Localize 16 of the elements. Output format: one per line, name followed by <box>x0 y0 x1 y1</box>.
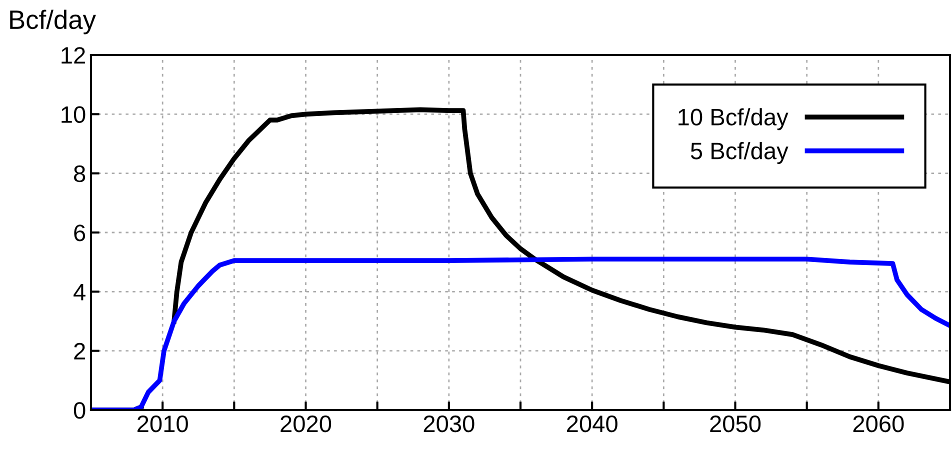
y-tick-label: 4 <box>74 284 86 300</box>
y-tick-label: 8 <box>74 165 86 182</box>
y-tick-label: 12 <box>62 47 85 64</box>
y-tick-label: 6 <box>74 224 86 242</box>
y-tick-label: 2 <box>74 342 85 360</box>
x-tick-label: 2050 <box>710 415 761 432</box>
x-tick-label: 2010 <box>138 415 188 432</box>
y-tick-label: 10 <box>62 106 86 123</box>
legend-label: 10 Bcf/day <box>678 108 788 130</box>
x-tick-label: 2020 <box>280 415 332 432</box>
x-tick-label: 2040 <box>567 415 618 432</box>
y-tick-label: 0 <box>74 402 86 419</box>
y-axis-title: Bcf/day <box>10 10 96 34</box>
x-tick-label: 2060 <box>853 415 904 432</box>
x-tick-label: 2030 <box>424 415 474 432</box>
legend-label: 5 Bcf/day <box>690 142 788 164</box>
